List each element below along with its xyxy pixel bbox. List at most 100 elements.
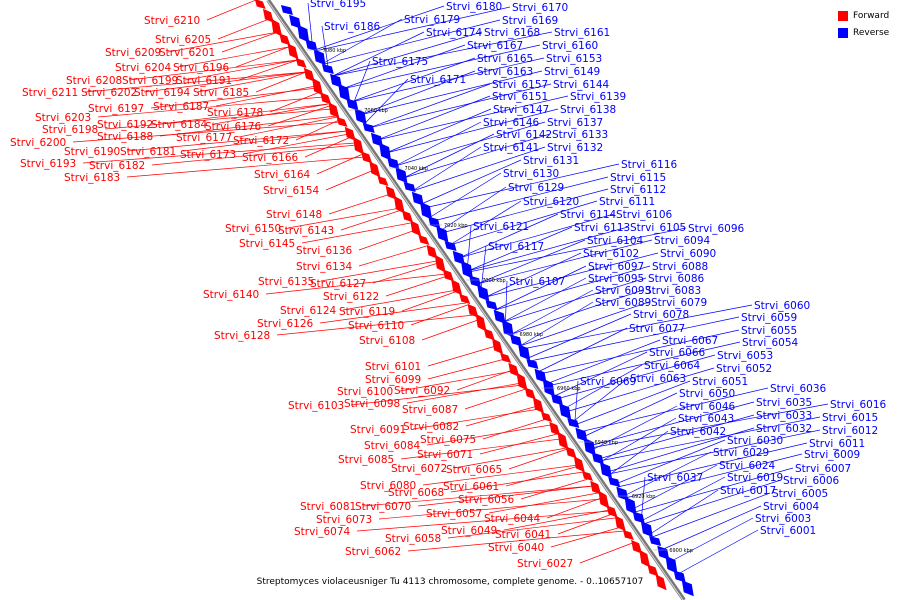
gene-label-reverse[interactable]: Strvi_6157 [492, 79, 548, 91]
gene-label-forward[interactable]: Strvi_6176 [205, 121, 262, 133]
gene-label-forward[interactable]: Strvi_6085 [338, 454, 394, 466]
gene-label-forward[interactable]: Strvi_6192 [97, 119, 153, 131]
gene-label-reverse[interactable]: Strvi_6003 [755, 513, 811, 525]
gene-label-reverse[interactable]: Strvi_6120 [523, 196, 579, 208]
gene-label-reverse[interactable]: Strvi_6104 [587, 235, 644, 247]
gene-label-reverse[interactable]: Strvi_6107 [509, 276, 565, 288]
gene-label-forward[interactable]: Strvi_6191 [176, 75, 232, 87]
gene-arrow-reverse[interactable] [673, 570, 686, 583]
gene-label-forward[interactable]: Strvi_6110 [348, 320, 404, 332]
gene-arrow-forward[interactable] [451, 279, 463, 296]
gene-arrow-forward[interactable] [295, 58, 307, 68]
gene-label-reverse[interactable]: Strvi_6174 [426, 27, 483, 39]
gene-label-reverse[interactable]: Strvi_6165 [477, 53, 533, 65]
gene-label-reverse[interactable]: Strvi_6033 [756, 410, 812, 422]
gene-arrow-forward[interactable] [565, 446, 577, 459]
gene-label-reverse[interactable]: Strvi_6052 [716, 363, 772, 375]
gene-label-forward[interactable]: Strvi_6099 [365, 374, 421, 386]
gene-label-reverse[interactable]: Strvi_6132 [547, 142, 603, 154]
gene-label-forward[interactable]: Strvi_6150 [225, 223, 281, 235]
gene-label-reverse[interactable]: Strvi_6195 [310, 0, 366, 10]
gene-label-reverse[interactable]: Strvi_6007 [795, 463, 851, 475]
gene-label-forward[interactable]: Strvi_6199 [122, 75, 178, 87]
gene-arrow-reverse[interactable] [632, 511, 645, 524]
gene-arrow-forward[interactable] [483, 328, 495, 341]
gene-label-forward[interactable]: Strvi_6182 [89, 160, 145, 172]
gene-label-forward[interactable]: Strvi_6210 [144, 15, 200, 27]
gene-arrow-reverse[interactable] [469, 275, 482, 288]
gene-label-reverse[interactable]: Strvi_6029 [713, 447, 769, 459]
gene-arrow-forward[interactable] [573, 456, 585, 473]
gene-label-forward[interactable]: Strvi_6071 [417, 449, 473, 461]
gene-label-forward[interactable]: Strvi_6208 [66, 75, 122, 87]
gene-arrow-reverse[interactable] [436, 226, 449, 243]
gene-arrow-reverse[interactable] [313, 49, 326, 66]
gene-arrow-forward[interactable] [516, 372, 528, 391]
gene-label-reverse[interactable]: Strvi_6186 [324, 21, 381, 33]
gene-label-reverse[interactable]: Strvi_6096 [688, 223, 745, 235]
gene-arrow-reverse[interactable] [354, 108, 367, 125]
gene-label-forward[interactable]: Strvi_6092 [394, 385, 450, 397]
gene-arrow-forward[interactable] [590, 480, 602, 495]
gene-arrow-forward[interactable] [303, 67, 315, 82]
gene-arrow-forward[interactable] [393, 195, 405, 214]
gene-label-reverse[interactable]: Strvi_6055 [741, 325, 797, 337]
gene-label-forward[interactable]: Strvi_6040 [488, 542, 544, 554]
gene-label-reverse[interactable]: Strvi_6016 [830, 399, 887, 411]
gene-arrow-reverse[interactable] [346, 98, 359, 111]
gene-label-reverse[interactable]: Strvi_6037 [647, 472, 703, 484]
gene-arrow-forward[interactable] [598, 490, 610, 509]
gene-label-reverse[interactable]: Strvi_6017 [720, 485, 776, 497]
gene-label-forward[interactable]: Strvi_6200 [10, 137, 66, 149]
gene-arrow-forward[interactable] [606, 505, 618, 518]
gene-label-forward[interactable]: Strvi_6209 [105, 47, 161, 59]
gene-label-forward[interactable]: Strvi_6073 [316, 514, 372, 526]
gene-arrow-forward[interactable] [442, 269, 454, 282]
gene-label-forward[interactable]: Strvi_6101 [365, 361, 421, 373]
gene-label-reverse[interactable]: Strvi_6009 [804, 449, 860, 461]
gene-label-reverse[interactable]: Strvi_6015 [822, 412, 878, 424]
gene-arrow-forward[interactable] [418, 235, 430, 245]
gene-label-reverse[interactable]: Strvi_6175 [372, 56, 428, 68]
gene-label-reverse[interactable]: Strvi_6030 [727, 435, 783, 447]
gene-label-forward[interactable]: Strvi_6098 [344, 398, 400, 410]
gene-arrow-forward[interactable] [500, 353, 512, 363]
gene-label-reverse[interactable]: Strvi_6046 [679, 401, 736, 413]
gene-label-reverse[interactable]: Strvi_6053 [717, 350, 773, 362]
gene-arrow-forward[interactable] [385, 185, 397, 200]
gene-label-reverse[interactable]: Strvi_6094 [654, 235, 711, 247]
gene-label-forward[interactable]: Strvi_6058 [385, 533, 441, 545]
gene-label-reverse[interactable]: Strvi_6116 [621, 159, 678, 171]
gene-label-reverse[interactable]: Strvi_6050 [679, 388, 735, 400]
gene-arrow-reverse[interactable] [485, 300, 498, 310]
gene-label-forward[interactable]: Strvi_6062 [345, 546, 401, 558]
gene-label-forward[interactable]: Strvi_6178 [207, 107, 263, 119]
gene-arrow-forward[interactable] [369, 161, 381, 178]
gene-label-reverse[interactable]: Strvi_6112 [610, 184, 666, 196]
gene-arrow-forward[interactable] [541, 412, 553, 422]
gene-label-forward[interactable]: Strvi_6091 [350, 424, 406, 436]
gene-label-forward[interactable]: Strvi_6185 [193, 87, 249, 99]
gene-label-forward[interactable]: Strvi_6041 [495, 529, 551, 541]
gene-label-reverse[interactable]: Strvi_6139 [570, 91, 626, 103]
gene-label-reverse[interactable]: Strvi_6006 [783, 475, 840, 487]
gene-label-reverse[interactable]: Strvi_6102 [583, 248, 639, 260]
gene-label-reverse[interactable]: Strvi_6024 [719, 460, 776, 472]
gene-arrow-reverse[interactable] [297, 24, 310, 43]
gene-label-reverse[interactable]: Strvi_6106 [616, 209, 673, 221]
gene-arrow-reverse[interactable] [403, 182, 416, 192]
gene-arrow-forward[interactable] [655, 574, 667, 591]
gene-label-reverse[interactable]: Strvi_6090 [660, 248, 716, 260]
gene-label-reverse[interactable]: Strvi_6115 [610, 172, 666, 184]
gene-label-reverse[interactable]: Strvi_6043 [678, 413, 734, 425]
gene-label-reverse[interactable]: Strvi_6077 [629, 323, 685, 335]
gene-arrow-reverse[interactable] [379, 142, 392, 161]
gene-label-forward[interactable]: Strvi_6193 [20, 158, 76, 170]
gene-label-forward[interactable]: Strvi_6119 [339, 306, 395, 318]
gene-arrow-forward[interactable] [287, 43, 299, 60]
gene-label-reverse[interactable]: Strvi_6117 [488, 241, 544, 253]
gene-label-reverse[interactable]: Strvi_6054 [742, 337, 799, 349]
gene-label-reverse[interactable]: Strvi_6167 [467, 40, 523, 52]
gene-label-forward[interactable]: Strvi_6082 [403, 421, 459, 433]
gene-label-forward[interactable]: Strvi_6087 [402, 404, 458, 416]
